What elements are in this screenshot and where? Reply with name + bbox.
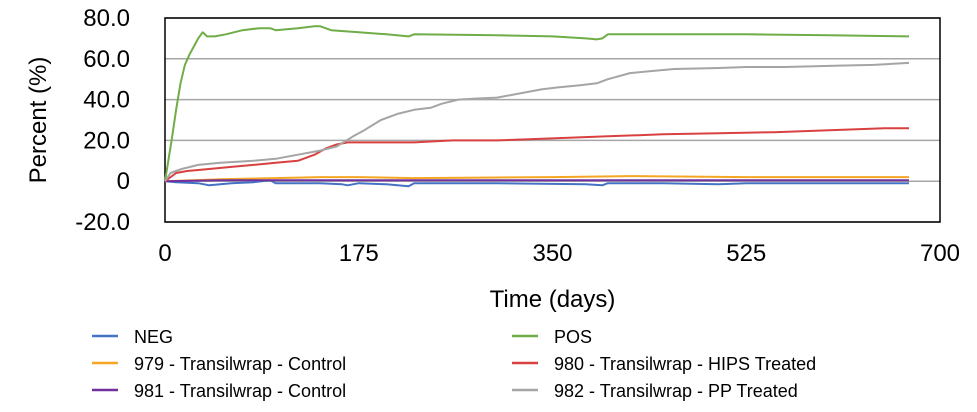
y-axis-ticks: 80.0 60.0 40.0 20.0 0 -20.0: [75, 5, 130, 236]
series-line-2: [164, 179, 909, 183]
y-axis-label: Percent (%): [25, 57, 52, 184]
x-axis-ticks: 0 175 350 525 700: [158, 240, 960, 267]
x-tick-label-1: 175: [339, 240, 379, 267]
x-axis-label: Time (days): [490, 286, 616, 313]
series-line-1: [164, 175, 909, 183]
legend-label-1: 979 - Transilwrap - Control: [134, 354, 346, 374]
x-tick-label-2: 350: [532, 240, 572, 267]
legend-label-5: 982 - Transilwrap - PP Treated: [554, 381, 798, 401]
x-tick-label-3: 525: [726, 240, 766, 267]
grid-lines: [165, 17, 940, 223]
legend: NEG POS 979 - Transilwrap - Control 980 - T…: [92, 327, 816, 401]
series-line-5: [164, 61, 910, 182]
x-tick-label-4: 700: [920, 240, 960, 267]
y-tick-label-2: 40.0: [83, 87, 130, 114]
y-tick-label-3: 20.0: [83, 127, 130, 154]
legend-label-3: POS: [554, 327, 592, 347]
legend-label-0: NEG: [134, 327, 173, 347]
y-tick-label-0: 80.0: [83, 5, 130, 32]
y-tick-label-4: 0: [117, 168, 130, 195]
x-tick-label-0: 0: [158, 240, 171, 267]
series-line-0: [164, 179, 909, 188]
series-layer: [164, 25, 910, 188]
series-line-3: [164, 25, 910, 182]
series-line-4: [164, 127, 909, 183]
legend-label-2: 981 - Transilwrap - Control: [134, 381, 346, 401]
y-tick-label-5: -20.0: [75, 209, 130, 236]
legend-label-4: 980 - Transilwrap - HIPS Treated: [554, 354, 816, 374]
y-tick-label-1: 60.0: [83, 46, 130, 73]
plot-border: [164, 17, 941, 223]
